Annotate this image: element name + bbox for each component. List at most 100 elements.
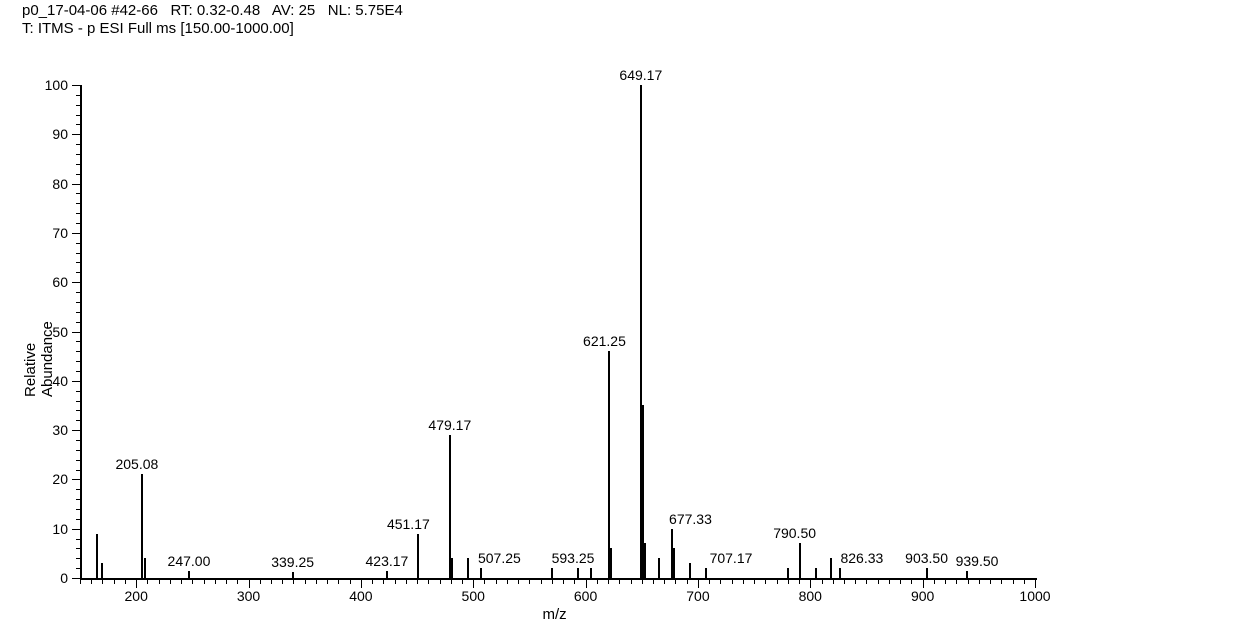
y-tick [76, 223, 80, 224]
spectrum-peak [644, 543, 646, 578]
x-tick-label: 500 [462, 588, 485, 604]
x-tick [597, 580, 598, 584]
x-tick [226, 580, 227, 584]
spectrum-peak [417, 534, 419, 578]
header-line2: T: ITMS - p ESI Full ms [150.00-1000.00] [22, 20, 294, 38]
x-tick [260, 580, 261, 584]
spectrum-peak [386, 571, 388, 578]
spectrum-peak [467, 558, 469, 578]
x-tick-label: 700 [686, 588, 709, 604]
x-tick-label: 300 [237, 588, 260, 604]
spectrum-peak [705, 568, 707, 578]
peak-label: 339.25 [271, 554, 314, 570]
x-tick [204, 580, 205, 584]
y-tick [76, 391, 80, 392]
x-tick [642, 580, 643, 584]
y-tick [76, 302, 80, 303]
y-tick [76, 351, 80, 352]
spectrum-peak [101, 563, 103, 578]
y-tick [72, 578, 80, 579]
spectrum-peak [799, 543, 801, 578]
x-tick-label: 800 [799, 588, 822, 604]
peak-label: 593.25 [552, 550, 595, 566]
spectrum-peak [449, 435, 451, 578]
spectrum-peak [590, 568, 592, 578]
x-tick [350, 580, 351, 584]
y-tick [72, 381, 80, 382]
x-tick [159, 580, 160, 584]
y-tick-label: 100 [32, 77, 68, 93]
x-tick [709, 580, 710, 584]
y-tick [72, 282, 80, 283]
x-tick [687, 580, 688, 584]
peak-label: 707.17 [710, 550, 753, 566]
y-tick [76, 460, 80, 461]
x-tick-label: 600 [574, 588, 597, 604]
x-tick [878, 580, 879, 584]
peak-label: 451.17 [387, 516, 430, 532]
spectrum-peak [451, 558, 453, 578]
spectrum-peak [830, 558, 832, 578]
spectrum-peak [188, 571, 190, 578]
y-tick-label: 80 [32, 176, 68, 192]
spectrum-peak [141, 474, 143, 578]
header-line1: p0_17-04-06 #42-66 RT: 0.32-0.48 AV: 25 … [22, 2, 403, 20]
y-tick-label: 90 [32, 126, 68, 142]
x-tick [799, 580, 800, 584]
y-tick [76, 371, 80, 372]
y-tick [72, 479, 80, 480]
spectrum-peak [577, 568, 579, 578]
x-tick [900, 580, 901, 584]
x-tick [945, 580, 946, 584]
spectrum-peak [787, 568, 789, 578]
x-tick [990, 580, 991, 584]
x-tick [743, 580, 744, 584]
peak-label: 423.17 [365, 553, 408, 569]
y-tick [76, 440, 80, 441]
x-tick [496, 580, 497, 584]
x-tick [518, 580, 519, 584]
y-tick [76, 470, 80, 471]
y-tick [76, 519, 80, 520]
y-tick [76, 341, 80, 342]
x-tick [125, 580, 126, 584]
y-tick-label: 60 [32, 274, 68, 290]
x-tick [462, 580, 463, 584]
x-tick [507, 580, 508, 584]
y-tick [76, 174, 80, 175]
x-tick [529, 580, 530, 584]
x-tick [181, 580, 182, 584]
x-tick [361, 580, 362, 588]
peak-label: 247.00 [168, 553, 211, 569]
x-tick [754, 580, 755, 584]
x-tick [619, 580, 620, 584]
y-tick [76, 548, 80, 549]
spectrum-peak [144, 558, 146, 578]
x-axis-line [80, 578, 1037, 580]
x-tick [1024, 580, 1025, 584]
y-tick [76, 420, 80, 421]
x-tick [305, 580, 306, 584]
y-tick [76, 499, 80, 500]
x-tick [473, 580, 474, 588]
y-tick [76, 401, 80, 402]
y-tick [76, 124, 80, 125]
y-tick-label: 0 [32, 570, 68, 586]
x-tick [249, 580, 250, 588]
mass-spectrum-figure: { "header": { "line1": "p0_17-04-06 #42-… [0, 0, 1239, 624]
x-tick [293, 580, 294, 584]
x-tick [417, 580, 418, 584]
peak-label: 903.50 [905, 550, 948, 566]
x-tick [147, 580, 148, 584]
x-tick [732, 580, 733, 584]
y-tick [76, 272, 80, 273]
peak-label: 205.08 [115, 456, 158, 472]
x-tick [956, 580, 957, 584]
spectrum-peak [292, 572, 294, 578]
spectrum-peak [966, 571, 968, 578]
peak-label: 621.25 [583, 333, 626, 349]
y-tick [72, 134, 80, 135]
x-tick [541, 580, 542, 584]
spectrum-peak [96, 534, 98, 578]
spectrum-peak [839, 568, 841, 578]
